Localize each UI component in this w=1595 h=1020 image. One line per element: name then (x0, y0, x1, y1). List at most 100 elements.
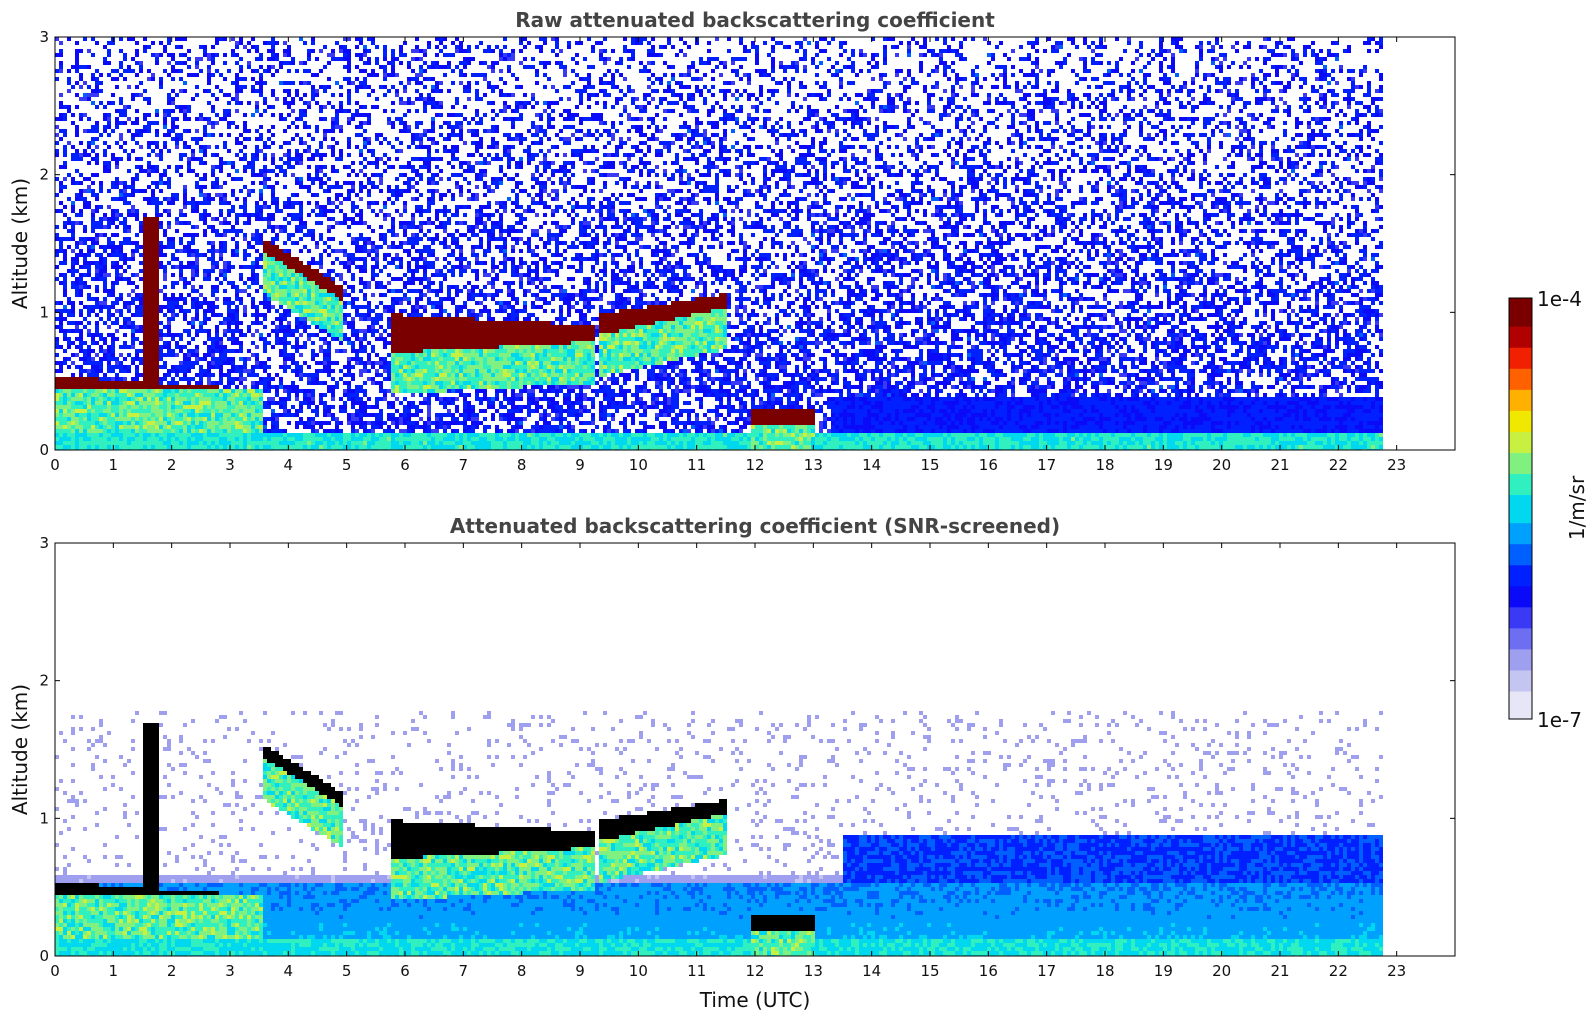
heatmap-cell (135, 189, 139, 193)
heatmap-cell (227, 413, 231, 417)
heatmap-cell (363, 329, 367, 333)
heatmap-cell (407, 237, 411, 241)
heatmap-cell (63, 117, 67, 121)
heatmap-cell (115, 373, 119, 377)
heatmap-cell (199, 409, 203, 413)
heatmap-cell (367, 113, 371, 117)
heatmap-cell (191, 301, 195, 305)
heatmap-cell (235, 349, 239, 353)
heatmap-cell (75, 197, 79, 201)
heatmap-cell (247, 165, 251, 169)
heatmap-cell (195, 445, 199, 449)
heatmap-cell (119, 137, 123, 141)
heatmap-cell (167, 149, 171, 153)
heatmap-cell (223, 77, 227, 81)
heatmap-cell (99, 357, 103, 361)
heatmap-cell (347, 145, 351, 149)
heatmap-cell (391, 145, 395, 149)
heatmap-cell (223, 393, 227, 397)
heatmap-cell (147, 269, 151, 273)
heatmap-cell (83, 409, 87, 413)
heatmap-cell (103, 153, 107, 157)
heatmap-cell (143, 289, 147, 293)
heatmap-cell (243, 85, 247, 89)
heatmap-cell (279, 301, 283, 305)
heatmap-cell (159, 349, 163, 353)
heatmap-cell (219, 389, 223, 393)
heatmap-cell (339, 57, 343, 61)
heatmap-cell (271, 413, 275, 417)
heatmap-cell (283, 273, 287, 277)
heatmap-cell (119, 369, 123, 373)
heatmap-cell (239, 157, 243, 161)
heatmap-cell (287, 281, 291, 285)
heatmap-cell (243, 433, 247, 437)
heatmap-cell (243, 209, 247, 213)
heatmap-cell (291, 101, 295, 105)
heatmap-cell (311, 401, 315, 405)
heatmap-cell (239, 417, 243, 421)
heatmap-cell (347, 269, 351, 273)
heatmap-cell (259, 301, 263, 305)
heatmap-cell (95, 353, 99, 357)
heatmap-cell (271, 329, 275, 333)
heatmap-cell (147, 309, 151, 313)
heatmap-cell (327, 129, 331, 133)
heatmap-cell (375, 105, 379, 109)
heatmap-cell (287, 409, 291, 413)
heatmap-cell (315, 277, 319, 281)
heatmap-cell (67, 357, 71, 361)
heatmap-cell (139, 401, 143, 405)
heatmap-cell (167, 213, 171, 217)
heatmap-cell (135, 233, 139, 237)
heatmap-cell (147, 361, 151, 365)
heatmap-cell (211, 345, 215, 349)
heatmap-cell (123, 53, 127, 57)
heatmap-cell (83, 97, 87, 101)
heatmap-cell (159, 253, 163, 257)
heatmap-cell (319, 181, 323, 185)
heatmap-cell (83, 357, 87, 361)
heatmap-cell (155, 277, 159, 281)
heatmap-cell (191, 389, 195, 393)
heatmap-cell (95, 89, 99, 93)
heatmap-cell (95, 381, 99, 385)
heatmap-cell (279, 401, 283, 405)
heatmap-cell (247, 193, 251, 197)
heatmap-cell (399, 173, 403, 177)
heatmap-cell (87, 189, 91, 193)
heatmap-cell (107, 253, 111, 257)
heatmap-cell (167, 93, 171, 97)
heatmap-cell (391, 405, 395, 409)
heatmap-cell (295, 317, 299, 321)
heatmap-cell (251, 37, 255, 41)
heatmap-cell (115, 385, 119, 389)
heatmap-cell (163, 273, 167, 277)
heatmap-cell (131, 57, 135, 61)
heatmap-cell (151, 141, 155, 145)
heatmap-cell (315, 293, 319, 297)
heatmap-cell (379, 293, 383, 297)
heatmap-cell (179, 265, 183, 269)
heatmap-cell (131, 405, 135, 409)
heatmap-cell (111, 197, 115, 201)
heatmap-cell (91, 425, 95, 429)
heatmap-cell (131, 209, 135, 213)
heatmap-cell (179, 133, 183, 137)
heatmap-cell (243, 429, 247, 433)
heatmap-cell (155, 417, 159, 421)
heatmap-cell (183, 421, 187, 425)
heatmap-cell (271, 213, 275, 217)
heatmap-cell (243, 413, 247, 417)
heatmap-cell (199, 357, 203, 361)
heatmap-cell (347, 365, 351, 369)
heatmap-cell (103, 117, 107, 121)
heatmap-cell (379, 389, 383, 393)
heatmap-cell (343, 221, 347, 225)
heatmap-cell (391, 361, 395, 365)
heatmap-cell (143, 273, 147, 277)
heatmap-cell (55, 249, 59, 253)
heatmap-cell (335, 285, 339, 289)
heatmap-cell (79, 405, 83, 409)
heatmap-cell (239, 37, 243, 41)
